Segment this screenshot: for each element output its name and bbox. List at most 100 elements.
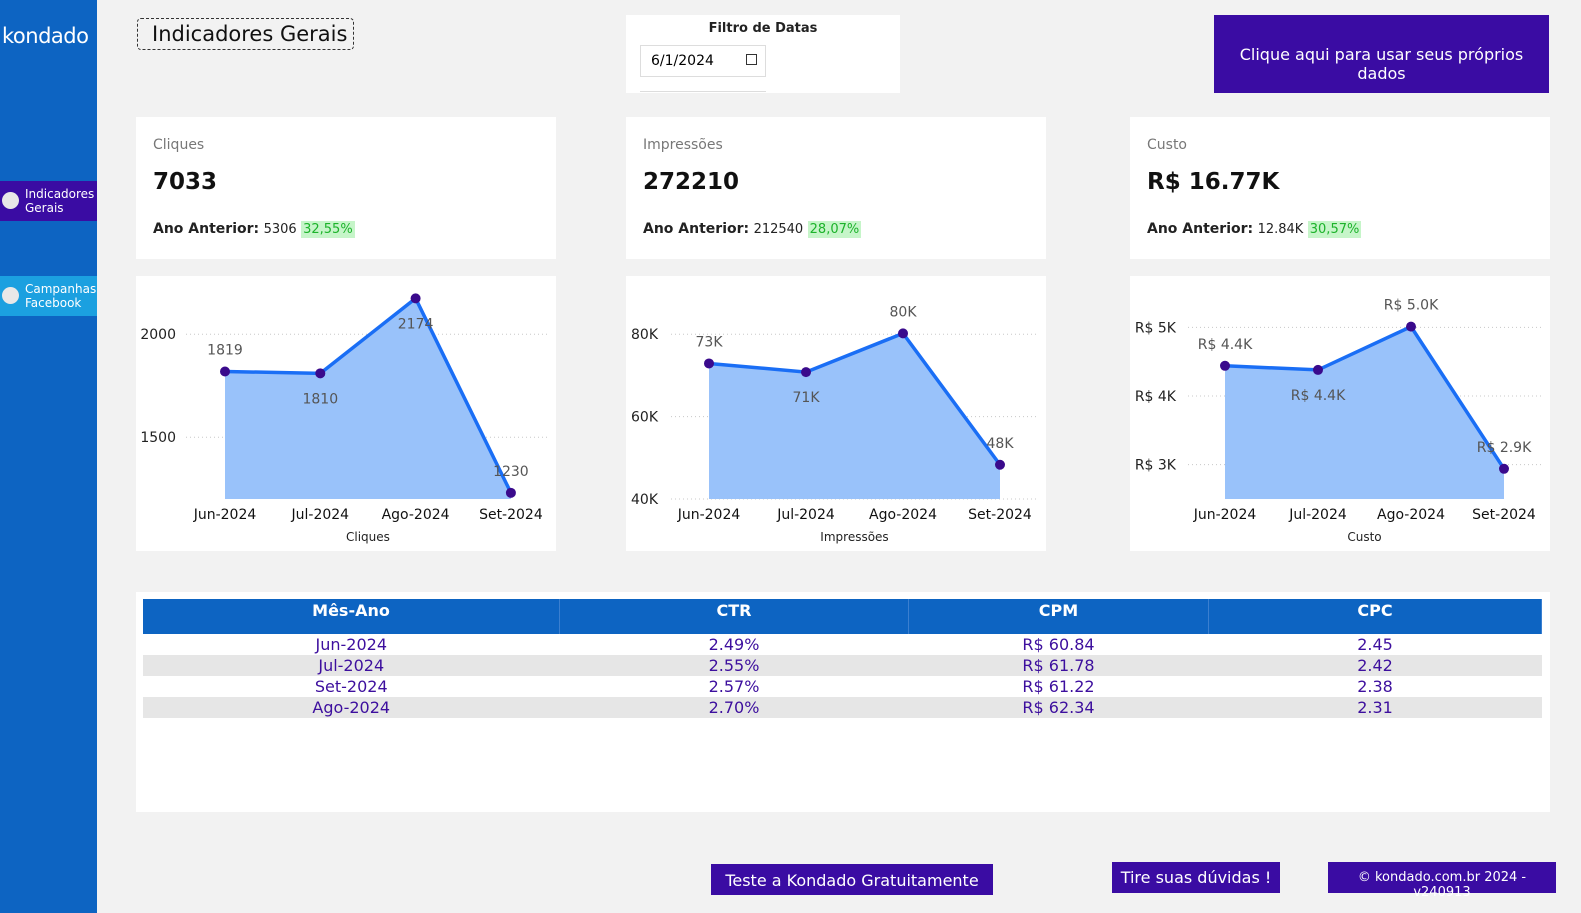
x-tick-label: Jul-2024: [1288, 507, 1347, 523]
y-tick-label: 1500: [140, 430, 176, 446]
table-cell: 2.57%: [708, 677, 760, 696]
value-label: R$ 4.4K: [1291, 388, 1346, 404]
column-header: Mês-Ano: [143, 599, 560, 634]
filter-label: Filtro de Datas: [708, 21, 818, 36]
y-tick-label: R$ 3K: [1135, 458, 1177, 474]
value-label: 1810: [302, 391, 338, 407]
y-tick-label: 40K: [631, 492, 659, 508]
table-cell: 2.42: [1208, 655, 1542, 676]
table-cell: R$ 62.34: [908, 697, 1209, 718]
date-value: 6/1/2024: [651, 53, 714, 69]
kpi-value: 7033: [153, 169, 218, 195]
point: [315, 368, 326, 379]
table-cell: 2.45: [1357, 635, 1393, 654]
change-badge: 28,07%: [807, 221, 862, 238]
x-axis-title: Custo: [1347, 530, 1381, 544]
table-cell: R$ 61.78: [908, 655, 1209, 676]
y-tick-label: R$ 5K: [1135, 320, 1177, 336]
line: [708, 331, 1002, 466]
point: [898, 328, 908, 339]
table-cell: 2.38: [1357, 677, 1393, 696]
x-tick-label: Jun-2024: [1193, 507, 1257, 523]
value-label: 1230: [493, 464, 529, 480]
chart: R$ 3K R$ 4K R$ 5K R$ 4.4K Jun-2024 R$ 4.4K Jul…: [1135, 298, 1542, 544]
x-tick-label: Ago-2024: [382, 507, 450, 523]
value-label: 1819: [207, 342, 243, 358]
y-tick-label: 80K: [631, 327, 659, 343]
custom-data-button[interactable]: Clique aqui para usar seus próprios dado…: [1214, 15, 1549, 93]
column-header: CTR: [559, 599, 909, 634]
chart-card: R$ 3K R$ 4K R$ 5K R$ 4.4K Jun-2024 R$ 4.4K Jul…: [1130, 276, 1550, 551]
table-row: Set-2024 2.57% R$ 61.22 2.38: [143, 676, 1542, 697]
point: [1313, 364, 1323, 375]
y-tick-label: 60K: [631, 410, 659, 426]
point: [220, 366, 230, 377]
line: [1224, 324, 1506, 470]
chart-card: 1500 2000 1819 Jun-2024 1810 Jul-2024 2174 Ago-…: [136, 276, 556, 551]
table-cell: 2.31: [1208, 697, 1542, 718]
metrics-table: Mês-Ano CTR CPM CPC Jun-2024 2.49% R$ 60.84 2.4…: [143, 599, 1542, 718]
value-label: 48K: [987, 436, 1015, 452]
trial-button[interactable]: Teste a Kondado Gratuitamente: [711, 864, 993, 895]
nav-item[interactable]: Campanhas Facebook: [0, 276, 97, 316]
previous-label: Ano Anterior:: [1147, 221, 1254, 237]
copyright: © kondado.com.br 2024 - v240913: [1328, 862, 1556, 900]
previous-label: Ano Anterior:: [643, 221, 750, 237]
chart: 1500 2000 1819 Jun-2024 1810 Jul-2024 2174 Ago-…: [140, 293, 548, 544]
x-tick-label: Jul-2024: [776, 507, 835, 523]
kpi-label: Custo: [1147, 137, 1187, 153]
point: [1220, 360, 1230, 371]
point: [1406, 321, 1416, 332]
x-axis-title: Impressões: [820, 530, 888, 544]
change-badge: 30,57%: [1307, 221, 1362, 238]
line: [224, 295, 513, 494]
date-input[interactable]: 6/1/2024: [640, 45, 766, 77]
nav-label: Campanhas Facebook: [25, 282, 97, 310]
value-label: 71K: [793, 390, 821, 406]
point: [505, 487, 516, 498]
column-header: CPC: [1208, 599, 1542, 634]
table-cell: 2.70%: [559, 697, 909, 718]
kpi-label: Cliques: [153, 137, 205, 153]
kpi-previous: Ano Anterior: 5306 32,55%: [153, 221, 355, 238]
point: [410, 293, 421, 304]
nav-label: Indicadores Gerais: [25, 187, 95, 215]
kpi-card: Custo R$ 16.77K Ano Anterior: 12.84K 30,57…: [1130, 117, 1550, 259]
table-wrap: Mês-Ano CTR CPM CPC Jun-2024 2.49% R$ 60.84 2.4…: [143, 599, 1542, 718]
point: [704, 358, 714, 369]
table-row: Jul-2024 2.55% R$ 61.78 2.42: [143, 655, 1542, 676]
value-label: 2174: [398, 316, 434, 332]
x-tick-label: Jun-2024: [193, 507, 257, 523]
table-cell: R$ 61.22: [1022, 677, 1095, 696]
previous-value: 5306: [263, 222, 297, 237]
table-row: Jun-2024 2.49% R$ 60.84 2.45: [143, 634, 1542, 655]
x-tick-label: Ago-2024: [869, 507, 937, 523]
x-tick-label: Set-2024: [1472, 507, 1536, 523]
value-label: R$ 4.4K: [1198, 337, 1253, 353]
table-card: Mês-Ano CTR CPM CPC Jun-2024 2.49% R$ 60.84 2.4…: [136, 592, 1550, 812]
x-tick-label: Ago-2024: [1377, 507, 1445, 523]
column-header: CPM: [908, 599, 1209, 634]
x-tick-label: Set-2024: [968, 507, 1032, 523]
table-cell: 2.49%: [708, 635, 760, 654]
value-label: R$ 2.9K: [1477, 440, 1532, 456]
y-tick-label: 2000: [140, 327, 176, 343]
table-cell: Set-2024: [314, 677, 388, 696]
kpi-previous: Ano Anterior: 212540 28,07%: [643, 221, 862, 238]
previous-label: Ano Anterior:: [153, 221, 260, 237]
y-tick-label: R$ 4K: [1135, 389, 1177, 405]
help-button[interactable]: Tire suas dúvidas !: [1112, 862, 1280, 893]
page-title: Indicadores Gerais: [137, 18, 354, 50]
table-cell: R$ 60.84: [1022, 635, 1095, 654]
point: [995, 459, 1005, 470]
logo: kondado: [2, 24, 89, 48]
point: [1499, 463, 1509, 474]
chart-card: 40K 60K 80K 73K Jun-2024 71K Jul-2024 80K Ago-20…: [626, 276, 1046, 551]
kpi-value: R$ 16.77K: [1147, 169, 1280, 195]
value-label: 80K: [890, 304, 918, 320]
table-cell: Ago-2024: [143, 697, 560, 718]
kpi-previous: Ano Anterior: 12.84K 30,57%: [1147, 221, 1362, 238]
point: [801, 367, 811, 378]
nav-item[interactable]: Indicadores Gerais: [0, 181, 97, 221]
